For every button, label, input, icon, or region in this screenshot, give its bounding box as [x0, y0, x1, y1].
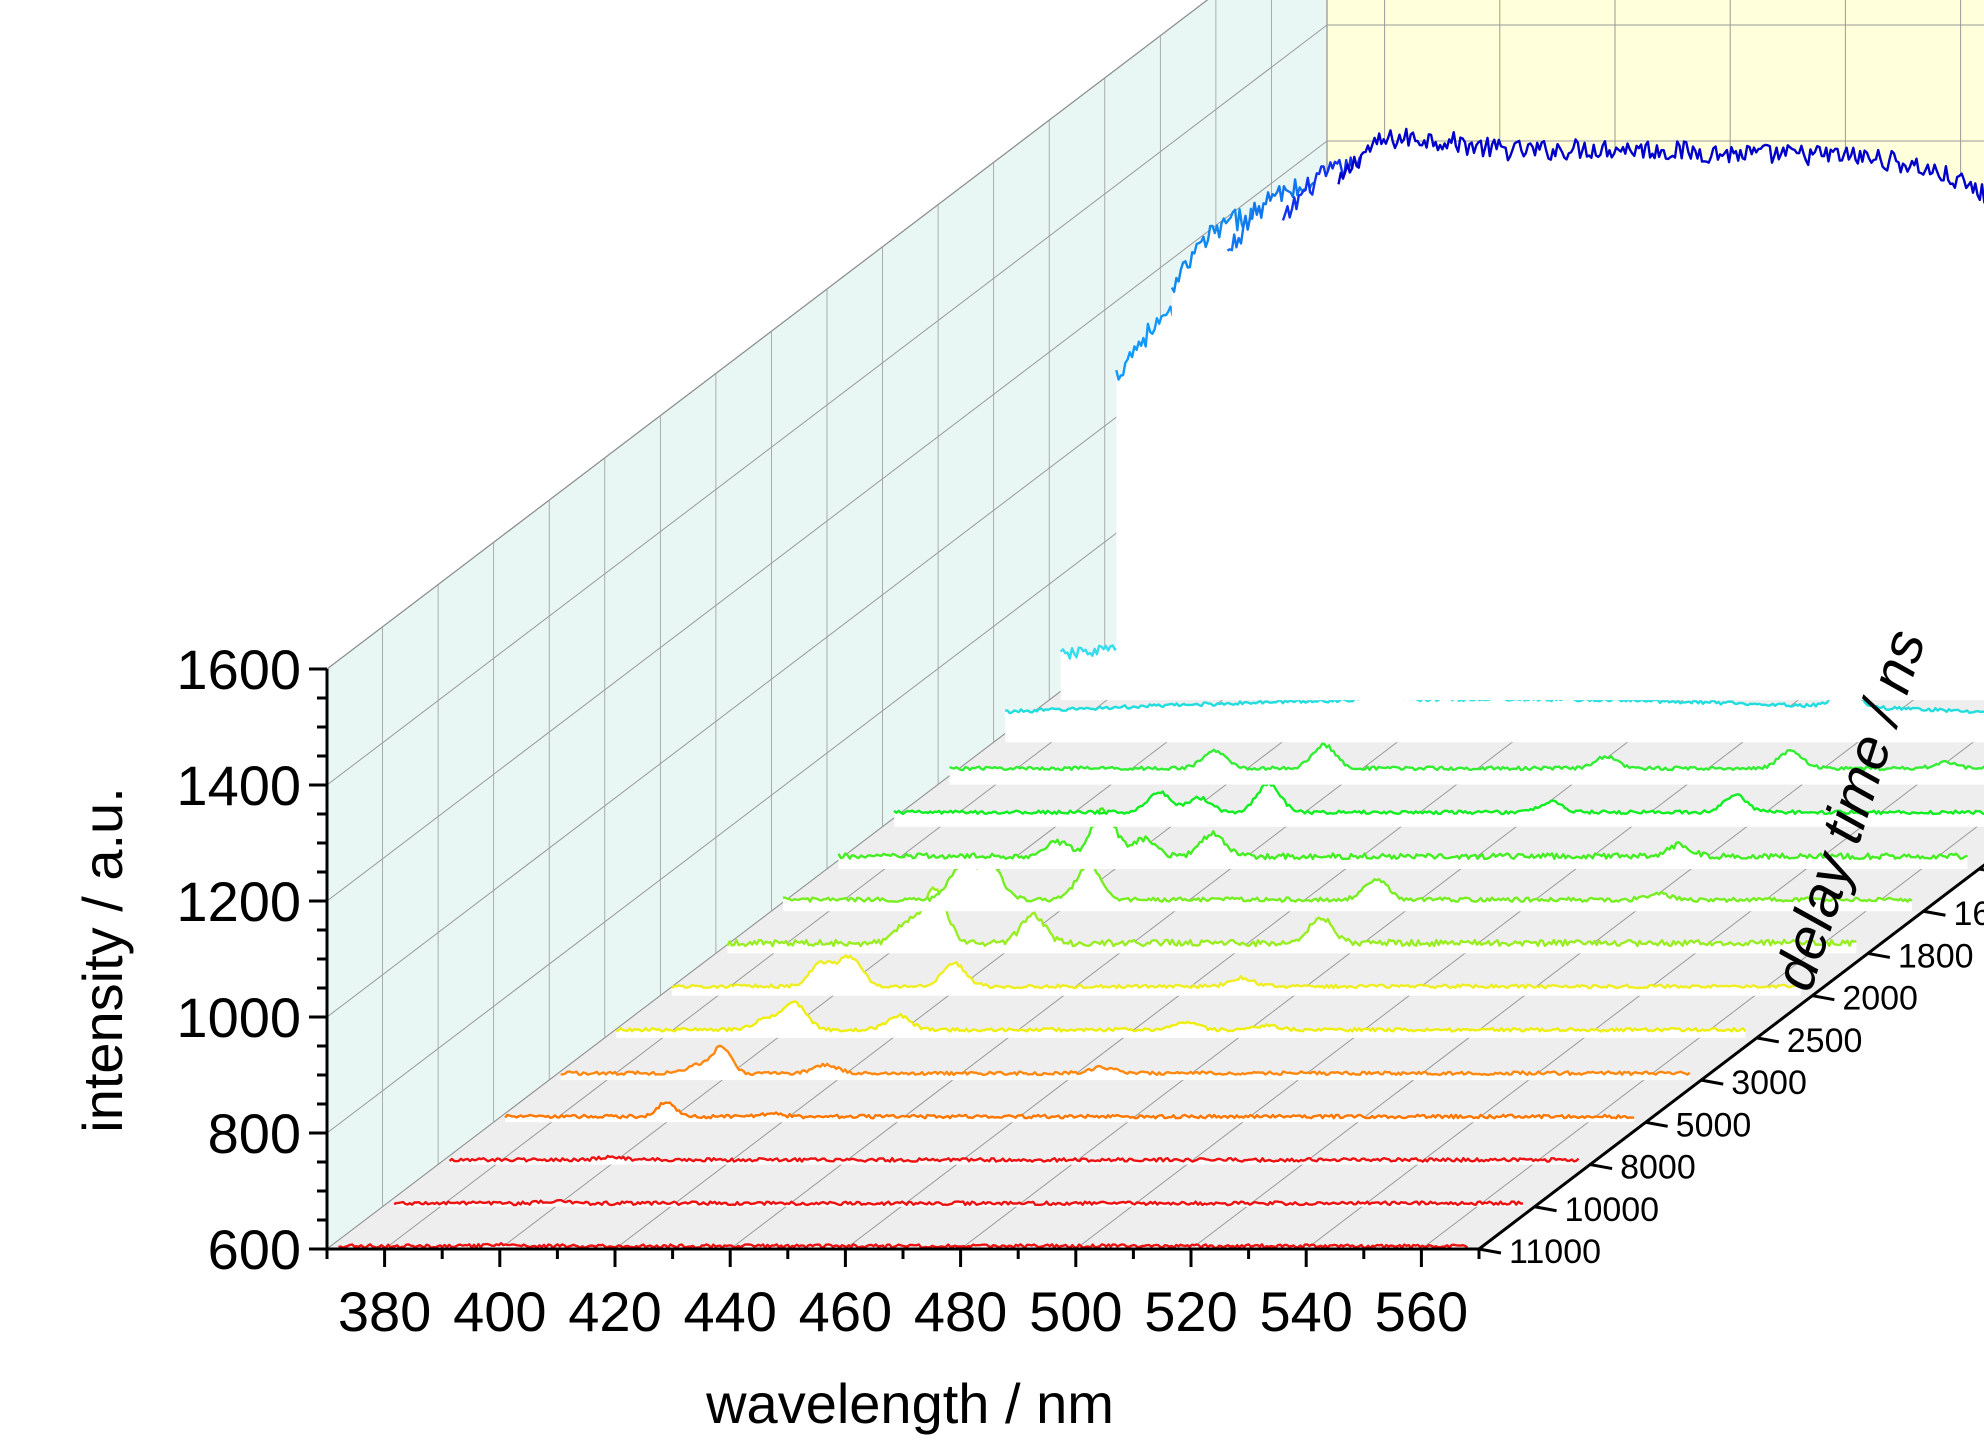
- series-1800: [726, 886, 1857, 948]
- y-tick-label: 1400: [176, 754, 301, 817]
- z-tick: [1534, 1205, 1557, 1213]
- x-tick-label: 440: [683, 1280, 776, 1343]
- z-tick-label: 1800: [1898, 937, 1974, 975]
- x-tick-label: 400: [453, 1280, 546, 1343]
- x-axis-title: wavelength / nm: [705, 1372, 1114, 1435]
- series-10000: [393, 1198, 1524, 1207]
- z-tick: [1478, 1247, 1502, 1255]
- axes: [309, 667, 1984, 1267]
- series-fill-500: [1338, 128, 1984, 489]
- x-tick-label: 460: [799, 1280, 892, 1343]
- series-1200: [893, 781, 1984, 816]
- x-tick-label: 540: [1259, 1280, 1352, 1343]
- z-tick: [1923, 909, 1946, 917]
- series-fill-1600: [783, 862, 1912, 912]
- y-tick-label: 1600: [176, 638, 301, 701]
- z-tick: [1867, 951, 1891, 959]
- z-tick-label: 5000: [1676, 1106, 1752, 1144]
- series-2000: [671, 954, 1802, 990]
- z-tick-label: 1600: [1953, 895, 1984, 933]
- x-tick-label: 420: [568, 1280, 661, 1343]
- z-tick-label: 2500: [1787, 1022, 1863, 1060]
- tick-labels: 600 800 1000 1200 1400 1600 380 400 420 440 460 480…: [176, 638, 1984, 1343]
- series-11000: [338, 1241, 1469, 1250]
- z-tick: [1812, 994, 1835, 1002]
- z-tick: [1978, 867, 1984, 872]
- series-group: [338, 127, 1984, 1250]
- z-tick-label: 11000: [1509, 1233, 1601, 1271]
- y-tick-label: 800: [208, 1102, 301, 1165]
- z-tick: [1589, 1163, 1613, 1171]
- x-tick-label: 500: [1029, 1280, 1122, 1343]
- x-tick-label: 380: [338, 1280, 431, 1343]
- series-fill-1200: [894, 782, 1984, 827]
- z-tick: [1700, 1078, 1724, 1086]
- x-tick-label: 520: [1144, 1280, 1237, 1343]
- series-2500: [615, 1000, 1747, 1033]
- y-tick-label: 1000: [176, 986, 301, 1049]
- z-tick-label: 2000: [1842, 980, 1918, 1018]
- y-axis-title: intensity / a.u.: [71, 787, 134, 1133]
- series-fill-2500: [616, 1001, 1746, 1038]
- z-tick-label: 3000: [1731, 1064, 1807, 1102]
- x-tick-label: 560: [1375, 1280, 1468, 1343]
- series-1000: [949, 742, 1984, 772]
- series-fill-2000: [671, 955, 1801, 996]
- z-tick: [1645, 1120, 1668, 1128]
- series-500: [1337, 127, 1984, 204]
- z-tick-label: 8000: [1620, 1149, 1696, 1187]
- series-3000: [560, 1044, 1691, 1077]
- series-8000: [448, 1154, 1580, 1163]
- y-tick-label: 600: [208, 1218, 301, 1281]
- series-5000: [504, 1101, 1635, 1120]
- series-fill-1400: [838, 808, 1968, 869]
- z-tick: [1756, 1036, 1780, 1044]
- z-tick-label: 10000: [1565, 1191, 1660, 1229]
- series-1400: [837, 807, 1968, 861]
- series-fill-1800: [727, 887, 1857, 954]
- x-tick-label: 480: [914, 1280, 1007, 1343]
- series-fill-900: [1005, 686, 1984, 743]
- y-tick-label: 1200: [176, 870, 301, 933]
